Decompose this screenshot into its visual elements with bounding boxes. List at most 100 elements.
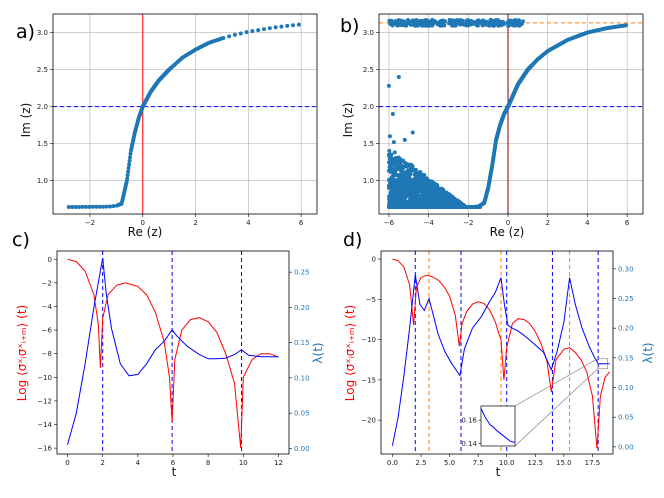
b-topband-point [426,19,431,24]
b-cluster-point [389,197,394,202]
b-cluster-point [394,189,399,194]
b-cluster-point [421,173,426,178]
d2-ytick-label: 0.30 [618,265,634,273]
b-ytick-label: 2.5 [363,66,374,74]
b-outlier-point [386,83,391,88]
b-topband-point [488,17,493,22]
a-ytick-label: 2.5 [37,66,48,74]
a-ytick-label: 1.0 [37,177,48,185]
b-topband-point [391,21,396,26]
a-xtick-label: −2 [85,219,95,227]
b-xtick-label: −6 [384,219,395,227]
c-ytick-label: −12 [37,397,52,405]
a-scatter-point [227,34,232,39]
d-inset-ytick-label: 0.16 [461,417,477,425]
b-topband-point [407,21,412,26]
c-ytick-label: −8 [42,350,52,358]
b-cluster-point [414,175,419,180]
b-cluster-point [399,177,404,182]
b-cluster-point [395,200,400,205]
c2-ytick-label: 0.00 [294,445,310,453]
d2-ytick-label: 0.20 [618,325,634,333]
b-cluster-point [407,168,412,173]
c-xtick-label: 8 [206,459,210,467]
b-topband-point [480,21,484,26]
d2-ytick-label: 0.25 [618,295,634,303]
b-cluster-point [401,187,406,192]
d-inset-connector [514,358,598,407]
b-cluster-point [396,161,401,166]
a-scatter-point [66,204,71,209]
b-cluster-point [408,188,413,193]
b-topband-point [508,22,513,27]
c-xtick-label: 12 [274,459,283,467]
b-cluster-point [422,192,427,197]
a-scatter-point [87,204,92,209]
b-ytick-label: 1.5 [363,140,374,148]
b-cluster-point [432,181,437,186]
b-cluster-point [400,180,405,185]
a-scatter-point [285,23,290,28]
b-cluster-point [417,199,422,204]
panel-c: 0 2 4 6 8 10 12 0 −2 −4 −6 −8 −10 −12 −14 −16 0.00 0.05 0.… [37,250,310,467]
d-inset-series-lambda [480,408,516,443]
b-cluster-point [393,163,398,168]
a-scatter-point [250,29,255,34]
b-cluster-point [427,200,432,205]
c-xtick-label: 6 [171,459,176,467]
a-scatter-point [244,30,249,35]
b-topband-point [466,19,471,24]
b-topband-point [388,19,393,24]
b-cluster-point [388,152,393,157]
b-topband-point [491,23,496,28]
a-scatter-point [296,22,301,27]
b-cluster-point [413,170,418,175]
b-topband-point [417,22,422,27]
a-scatter-point [125,173,130,178]
a-scatter-point [84,204,88,209]
b-topband-point [515,23,520,28]
a-scatter-point [127,158,132,163]
b-cluster-point [389,188,394,193]
d-series-log-correlation [392,258,610,449]
a-scatter-point [73,204,78,209]
b-cluster-point [417,181,422,186]
b-outlier-point [390,112,395,116]
a-xlabel: Re (z) [128,225,163,239]
d-inset-connector [514,368,598,447]
d-frame [380,250,614,455]
a-ylabel: Im (z) [19,103,33,138]
b-cluster-point [449,196,454,201]
b-ytick-label: 2.0 [363,103,374,111]
d-inset-frame [480,405,516,447]
c-xtick-label: 2 [100,459,104,467]
c2-ytick-label: 0.20 [294,304,310,312]
b-cluster-point [418,184,423,189]
a-ytick-label: 2.0 [37,103,48,111]
a-scatter-point [256,28,261,33]
b-cluster-point [427,192,432,197]
a-xtick-label: 0 [141,219,145,227]
c-series-log-correlation [67,258,279,449]
d2-ytick-label: 0.10 [618,384,634,392]
b-topband-point [476,18,481,23]
a-scatter-point [126,169,131,174]
b-cluster-point [425,181,430,186]
a-scatter-point [238,31,243,36]
b-ytick-label: 3.0 [363,29,374,37]
d-xtick-label: 5.0 [444,459,455,467]
b-topband-point [495,18,500,23]
d-inset-ytick-label: 0.14 [461,440,477,448]
d-ylabel: Log ⟨σˣᵢσˣᵢ₊ₘ⟩ (t) [343,305,357,401]
b-topband-point [395,19,400,24]
b-cluster-point [395,180,400,185]
c2-ytick-label: 0.15 [294,339,310,347]
b-cluster-point [400,170,405,175]
b-cluster-point [401,197,406,202]
a-scatter-point [221,36,226,41]
b-cluster-point [439,190,444,195]
b-cluster-point [390,183,395,188]
b-topband-point [483,22,488,27]
a-scatter-point [80,204,85,209]
